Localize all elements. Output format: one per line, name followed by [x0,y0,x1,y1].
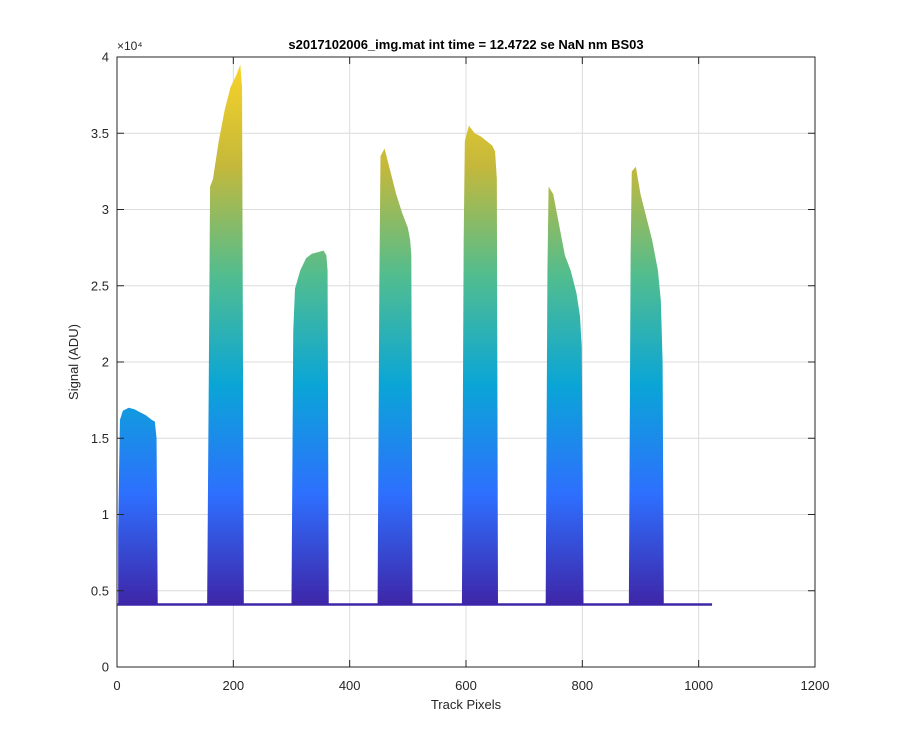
signal-band-7 [628,166,664,605]
x-axis-label: Track Pixels [431,697,502,712]
series [117,64,713,606]
y-tick-label: 4 [102,50,109,65]
chart-title: s2017102006_img.mat int time = 12.4722 s… [288,37,643,52]
signal-band-1 [118,407,158,605]
signal-band-3 [291,250,329,605]
y-exponent-label: ×10⁴ [117,39,143,53]
x-tick-label: 400 [339,678,361,693]
signal-band-5 [461,125,498,605]
x-tick-label: 1000 [684,678,713,693]
x-tick-label: 0 [113,678,120,693]
x-ticks: 0 200 400 600 800 1000 1200 [113,57,829,693]
y-tick-label: 2 [102,355,109,370]
y-tick-label: 1.5 [91,431,109,446]
y-tick-label: 1 [102,507,109,522]
y-tick-label: 2.5 [91,278,109,293]
signal-band-4 [377,148,413,605]
y-axis-label: Signal (ADU) [66,324,81,400]
signal-band-6 [545,186,584,605]
y-tick-label: 0.5 [91,583,109,598]
x-tick-label: 1200 [801,678,830,693]
x-tick-label: 200 [222,678,244,693]
y-tick-label: 0 [102,660,109,675]
y-tick-label: 3 [102,202,109,217]
signal-band-2 [207,64,244,605]
y-ticks: 0 0.5 1 1.5 2 2.5 3 3.5 4 [91,50,815,675]
y-tick-label: 3.5 [91,126,109,141]
x-tick-label: 600 [455,678,477,693]
x-tick-label: 800 [571,678,593,693]
